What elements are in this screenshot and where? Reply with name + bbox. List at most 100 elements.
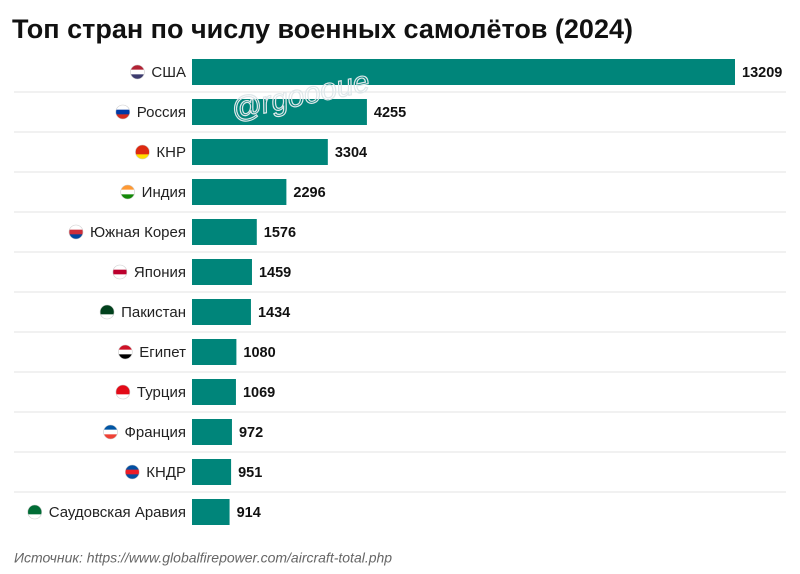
value-label: 13209 [742,65,782,81]
flag-stripe [120,194,135,199]
flag-stripe [115,109,130,115]
flag-stripe [118,345,133,350]
category-label: Япония [134,264,186,281]
value-label: 1434 [258,305,290,321]
flag-stripe [118,354,133,359]
category-label: КНДР [146,464,186,481]
value-label: 1459 [259,265,291,281]
flag-stripe [115,389,130,395]
category-label: Египет [139,344,186,361]
category-label: США [151,64,186,81]
bar [192,459,232,485]
flag-stripe [120,185,135,190]
bar [192,59,735,85]
flag-stripe [103,429,118,435]
flag-stripe [27,509,42,515]
flag-stripe [69,229,83,235]
flag-stripe [135,154,150,159]
value-label: 4255 [374,105,406,121]
flag-border [124,464,140,480]
bar [192,219,257,245]
value-label: 972 [239,425,263,441]
flag-icon [135,144,150,160]
category-label: Южная Корея [90,224,186,241]
flag-icon [115,384,131,400]
flag-stripe [118,349,133,355]
value-label: 951 [238,465,262,481]
rows: 13209 США 4255 Россия 3304 КНР 2296 Индия 1576 Юж… [14,59,786,525]
flag-icon [117,344,133,360]
value-label: 1576 [264,225,296,241]
flag-stripe [135,149,150,155]
flag-stripe [112,274,127,279]
flag-stripe [115,385,130,390]
flag-border [68,224,84,240]
category-label: Франция [125,424,186,441]
flag-stripe [27,505,42,510]
bar [192,299,251,325]
flag-border [135,144,150,160]
flag-border [117,344,133,360]
category-label: Индия [142,184,186,201]
flag-border [27,504,43,520]
chart-title: Топ стран по числу военных самолётов (20… [12,14,633,44]
category-label: Пакистан [121,304,186,321]
bar [192,499,230,525]
category-label: КНР [156,144,186,161]
flag-icon [27,504,43,520]
flag-border [115,104,131,120]
flag-stripe [125,465,140,470]
flag-icon [120,184,135,200]
value-label: 2296 [293,185,325,201]
bar [192,139,328,165]
flag-stripe [100,314,115,319]
flag-border [99,304,115,320]
flag-icon [112,264,128,280]
source: Источник: https://www.globalfirepower.co… [14,550,392,566]
flag-stripe [130,74,145,79]
flag-stripe [27,514,42,519]
flag-icon [68,224,84,240]
flag-stripe [115,105,130,110]
flag-border [112,264,128,280]
bar [192,259,252,285]
value-label: 1080 [243,345,275,361]
flag-stripe [130,65,145,70]
bar [192,99,367,125]
bar [192,419,232,445]
flag-border [103,424,118,440]
flag-stripe [69,234,83,239]
flag-stripe [112,269,127,275]
bar [192,179,287,205]
flag-stripe [130,69,145,75]
value-label: 914 [237,505,261,521]
flag-icon [99,304,115,320]
flag-stripe [103,434,118,439]
category-label: Турция [137,384,186,401]
category-label: Саудовская Аравия [49,504,186,521]
flag-icon [130,64,145,80]
flag-border [130,64,145,80]
flag-icon [124,464,140,480]
flag-stripe [100,305,115,310]
value-label: 1069 [243,385,275,401]
flag-stripe [112,265,127,270]
flag-stripe [120,189,135,195]
flag-border [120,184,135,200]
flag-stripe [115,114,130,119]
flag-stripe [135,145,150,150]
flag-stripe [69,225,83,230]
flag-icon [103,424,118,440]
flag-border [115,384,131,400]
bar [192,379,236,405]
value-label: 3304 [335,145,367,161]
flag-stripe [125,469,140,475]
flag-stripe [125,474,140,479]
flag-icon [115,104,131,120]
flag-stripe [115,394,130,399]
flag-stripe [103,425,118,430]
flag-stripe [100,309,115,315]
bar [192,339,237,365]
